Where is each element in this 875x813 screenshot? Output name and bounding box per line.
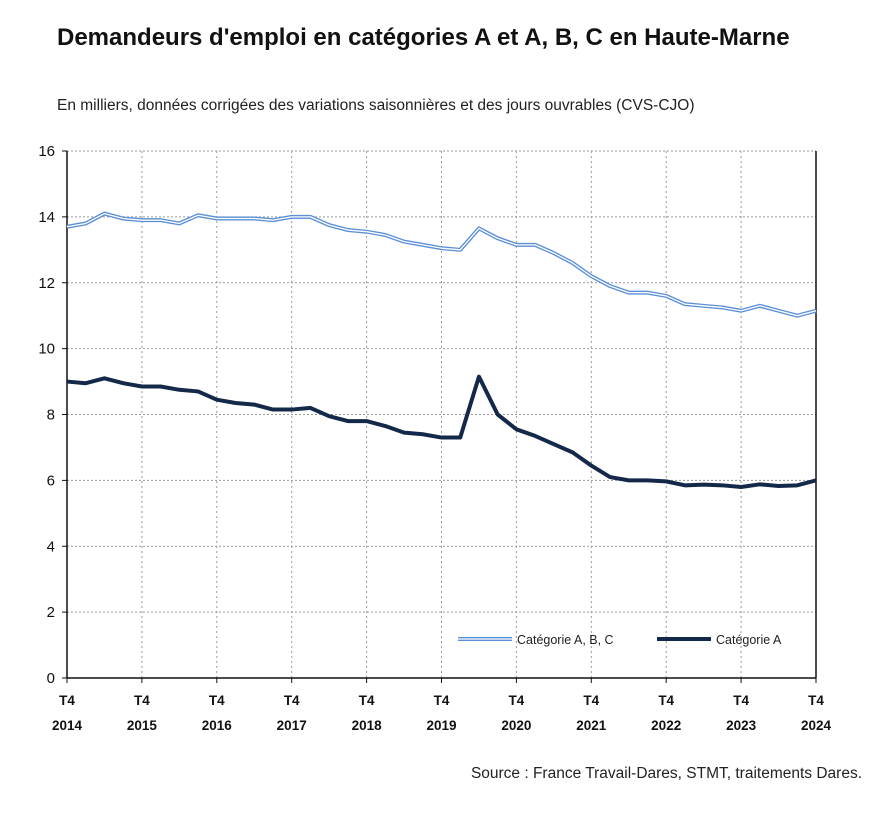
y-tick-label: 0 <box>47 670 55 687</box>
x-tick-label: T4 <box>59 693 75 708</box>
x-tick-label: T4 <box>209 693 225 708</box>
y-tick-label: 2 <box>47 604 55 621</box>
legend-label-abc: Catégorie A, B, C <box>517 633 614 647</box>
source-note: Source : France Travail-Dares, STMT, tra… <box>470 765 862 782</box>
series-line-abc <box>66 211 817 318</box>
x-tick-label: 2017 <box>277 718 307 733</box>
y-tick-label: 16 <box>38 143 55 160</box>
x-tick-label: 2014 <box>52 718 83 733</box>
x-tick-label: T4 <box>134 693 150 708</box>
x-tick-label: 2022 <box>651 718 681 733</box>
x-tick-label: 2024 <box>801 718 832 733</box>
x-tick-label: T4 <box>658 693 674 708</box>
y-tick-label: 14 <box>38 209 55 226</box>
y-tick-label: 8 <box>47 407 55 424</box>
x-tick-label: T4 <box>583 693 599 708</box>
chart-title: Demandeurs d'emploi en catégories A et A… <box>57 24 790 51</box>
series-line-abc-inner <box>66 212 817 317</box>
series-line-a <box>66 374 817 489</box>
x-tick-label: T4 <box>808 693 824 708</box>
x-tick-label: 2021 <box>576 718 607 733</box>
x-tick-label: T4 <box>434 693 450 708</box>
x-tick-label: 2023 <box>726 718 757 733</box>
x-tick-label: T4 <box>509 693 525 708</box>
x-tick-label: 2019 <box>426 718 456 733</box>
x-tick-label: 2018 <box>352 718 383 733</box>
y-tick-label: 12 <box>38 275 55 292</box>
y-tick-label: 6 <box>47 472 55 489</box>
x-tick-label: T4 <box>733 693 749 708</box>
chart-subtitle: En milliers, données corrigées des varia… <box>57 97 695 114</box>
legend-label-a: Catégorie A <box>716 633 782 647</box>
x-tick-label: T4 <box>284 693 300 708</box>
y-tick-label: 10 <box>38 341 55 358</box>
x-tick-label: T4 <box>359 693 375 708</box>
y-tick-label: 4 <box>47 538 55 555</box>
x-tick-label: 2020 <box>501 718 531 733</box>
x-tick-label: 2015 <box>127 718 158 733</box>
x-tick-label: 2016 <box>202 718 233 733</box>
